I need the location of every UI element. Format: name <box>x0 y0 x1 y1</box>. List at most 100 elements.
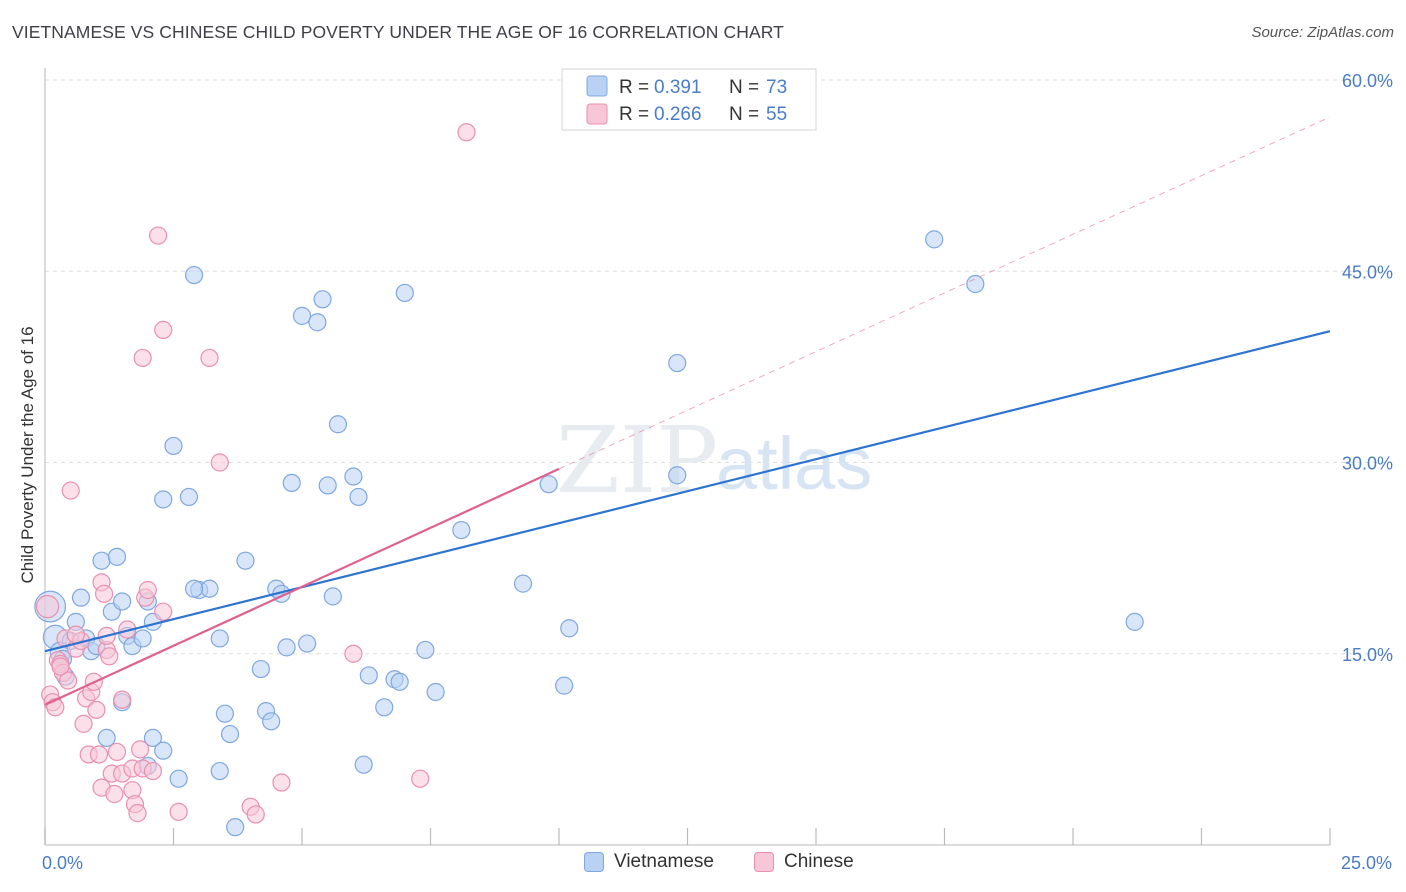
vietnamese-point <box>555 676 574 695</box>
chart-title: VIETNAMESE VS CHINESE CHILD POVERTY UNDE… <box>12 22 784 42</box>
data-points <box>34 123 1144 837</box>
vietnamese-point <box>395 283 414 303</box>
chinese-point <box>411 769 430 788</box>
y-tick-label: 15.0% <box>1342 645 1393 665</box>
x-tick-label-min: 0.0% <box>42 853 83 873</box>
vietnamese-point <box>925 230 944 249</box>
vietnamese-point <box>236 551 255 570</box>
legend-n-value-vietnamese: 73 <box>766 77 787 98</box>
vietnamese-point <box>452 520 471 540</box>
vietnamese-point <box>966 274 985 294</box>
chinese-point <box>107 742 127 762</box>
legend-item-chinese: Chinese <box>754 851 854 873</box>
y-axis-title: Child Poverty Under the Age of 16 <box>18 326 37 583</box>
vietnamese-point <box>298 634 317 653</box>
vietnamese-point <box>215 704 234 723</box>
legend-r-value-chinese: 0.266 <box>654 104 702 125</box>
chinese-point <box>210 453 229 472</box>
vietnamese-point <box>560 619 579 638</box>
axes <box>44 68 1331 846</box>
vietnamese-point <box>97 728 116 748</box>
chinese-point <box>272 773 291 792</box>
vietnamese-point <box>349 487 368 507</box>
legend-label-chinese: Chinese <box>784 851 854 872</box>
vietnamese-trend-line <box>44 330 1331 653</box>
vietnamese-point <box>282 473 301 492</box>
vietnamese-point <box>323 587 342 606</box>
vietnamese-point <box>668 466 687 485</box>
vietnamese-point <box>226 818 245 837</box>
chinese-point <box>61 481 80 500</box>
chinese-point <box>46 698 65 717</box>
chinese-point <box>89 745 109 764</box>
vietnamese-point <box>184 265 204 285</box>
vietnamese-point <box>154 741 173 760</box>
vietnamese-point <box>210 629 229 648</box>
vietnamese-point <box>179 487 199 507</box>
vietnamese-point <box>308 313 327 332</box>
legend-swatch-vietnamese <box>586 75 608 97</box>
chinese-point <box>246 805 265 824</box>
vietnamese-point <box>416 640 435 660</box>
chinese-point <box>128 804 147 823</box>
vietnamese-point <box>354 755 373 774</box>
vietnamese-point <box>513 574 533 593</box>
chinese-point <box>133 348 152 368</box>
legend-r-value-vietnamese: 0.391 <box>654 77 702 98</box>
vietnamese-point <box>328 415 348 434</box>
legend-swatch-chinese-bottom <box>754 852 774 872</box>
chinese-point <box>200 348 219 368</box>
chinese-point <box>66 625 85 644</box>
chinese-trend-extension <box>558 116 1331 470</box>
chinese-point <box>74 714 93 733</box>
legend-r-label-vietnamese: R = <box>619 77 649 98</box>
legend-label-vietnamese: Vietnamese <box>614 851 714 872</box>
x-tick-label-max: 25.0% <box>1341 853 1392 873</box>
trend-lines <box>44 116 1331 706</box>
vietnamese-point <box>133 629 152 648</box>
vietnamese-point <box>184 579 204 598</box>
legend-swatch-vietnamese-bottom <box>584 852 604 872</box>
chinese-point <box>457 123 476 142</box>
chinese-point <box>51 657 70 676</box>
vietnamese-point <box>390 672 409 691</box>
vietnamese-point <box>344 467 363 486</box>
vietnamese-point <box>154 490 173 509</box>
vietnamese-point <box>112 592 132 611</box>
chinese-point <box>59 671 78 690</box>
vietnamese-point <box>426 682 445 702</box>
chinese-point <box>35 594 60 619</box>
vietnamese-point <box>359 666 378 685</box>
vietnamese-point <box>539 475 558 494</box>
vietnamese-point <box>277 638 296 657</box>
chinese-point <box>112 690 132 709</box>
source-label: Source: ZipAtlas.com <box>1251 24 1394 41</box>
chinese-point <box>143 761 163 781</box>
vietnamese-point <box>668 353 687 373</box>
chinese-point <box>138 580 157 600</box>
watermark-zip: ZIP <box>556 407 718 514</box>
chinese-point <box>105 784 124 804</box>
vietnamese-point <box>1125 612 1144 631</box>
legend-n-label-chinese: N = <box>729 104 759 125</box>
watermark: ZIP atlas <box>556 407 872 514</box>
chinese-trend-line <box>44 467 560 706</box>
chinese-point <box>154 602 173 621</box>
vietnamese-point <box>251 659 270 679</box>
vietnamese-point <box>313 290 332 309</box>
chinese-point <box>169 802 188 821</box>
vietnamese-point <box>220 724 240 744</box>
vietnamese-point <box>143 728 163 748</box>
tick-labels: 15.0% 30.0% 45.0% 60.0% 0.0% 25.0% <box>42 71 1393 873</box>
vietnamese-point <box>292 306 312 325</box>
vietnamese-point <box>169 769 188 788</box>
correlation-legend: R = 0.391 N = 73 R = 0.266 N = 55 <box>561 68 817 131</box>
y-tick-label: 30.0% <box>1342 454 1393 474</box>
y-tick-label: 45.0% <box>1342 262 1393 282</box>
vietnamese-point <box>92 551 111 570</box>
chinese-point <box>87 700 106 719</box>
vietnamese-point <box>318 476 337 495</box>
chinese-point <box>154 320 173 339</box>
legend-n-label-vietnamese: N = <box>729 77 759 98</box>
